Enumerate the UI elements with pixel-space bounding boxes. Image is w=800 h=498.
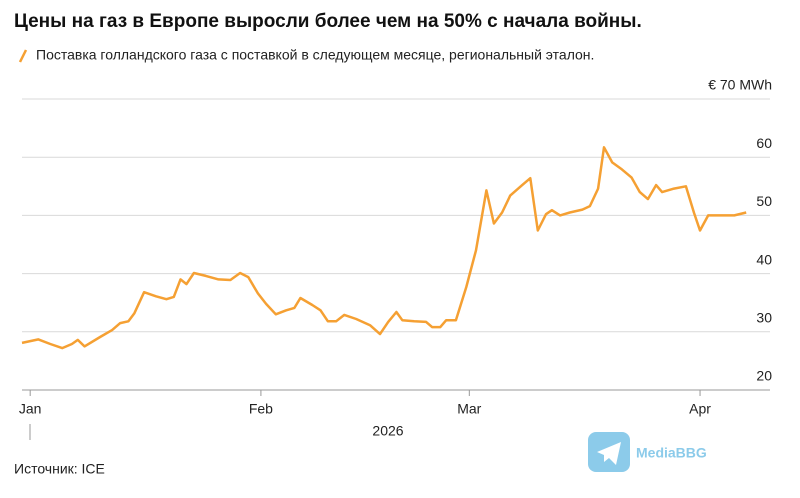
- legend-swatch: [18, 49, 28, 63]
- watermark-plane: [597, 442, 621, 465]
- y-tick-label: 50: [756, 193, 772, 209]
- y-tick-label: 40: [756, 251, 772, 267]
- x-tick-label: Mar: [457, 401, 481, 417]
- x-tick-label: Apr: [689, 401, 711, 417]
- series-line: [21, 146, 747, 350]
- chart-title: Цены на газ в Европе выросли более чем н…: [14, 11, 642, 32]
- source: Источник: ICE: [14, 461, 105, 477]
- y-tick-label: 20: [756, 368, 772, 384]
- x-tick-label: Jan: [19, 401, 42, 417]
- y-tick-label: € 70 MWh: [708, 77, 772, 93]
- y-tick-label: 60: [756, 135, 772, 151]
- y-tick-label: 30: [756, 310, 772, 326]
- x-axis-label: 2026: [372, 423, 403, 439]
- watermark: MediaBBG: [636, 445, 707, 461]
- legend-label: Поставка голландского газа с поставкой в…: [36, 47, 594, 63]
- x-tick-label: Feb: [249, 401, 273, 417]
